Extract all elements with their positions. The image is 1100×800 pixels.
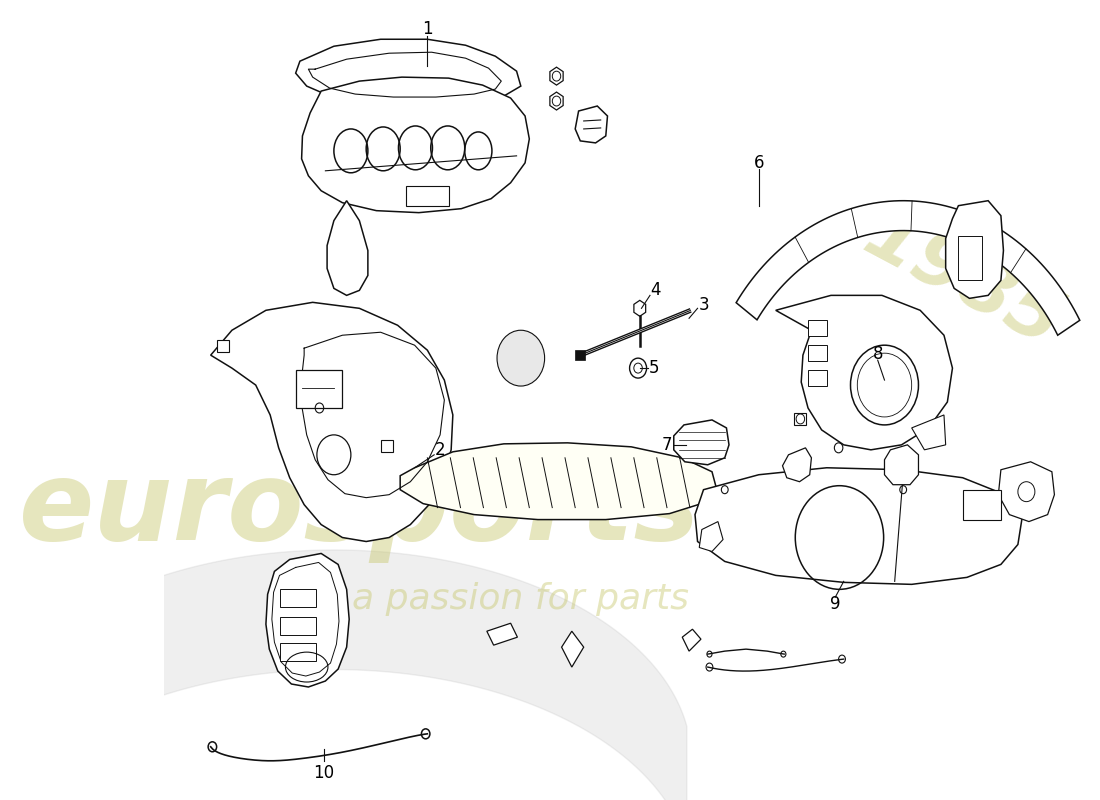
Polygon shape xyxy=(946,201,1003,298)
Text: a passion for parts: a passion for parts xyxy=(352,582,690,616)
Polygon shape xyxy=(682,630,701,651)
Text: 1: 1 xyxy=(422,20,432,38)
Polygon shape xyxy=(562,631,584,667)
FancyBboxPatch shape xyxy=(808,370,827,386)
Polygon shape xyxy=(296,39,520,104)
Polygon shape xyxy=(266,554,349,687)
Polygon shape xyxy=(912,415,946,450)
FancyBboxPatch shape xyxy=(575,350,585,360)
Text: 9: 9 xyxy=(830,595,840,614)
FancyBboxPatch shape xyxy=(958,235,982,281)
Polygon shape xyxy=(550,67,563,85)
FancyBboxPatch shape xyxy=(808,345,827,361)
Polygon shape xyxy=(736,201,1080,335)
Polygon shape xyxy=(999,462,1055,522)
Polygon shape xyxy=(327,201,367,295)
Polygon shape xyxy=(884,445,918,485)
FancyBboxPatch shape xyxy=(280,590,316,607)
FancyBboxPatch shape xyxy=(381,440,394,452)
Text: 8: 8 xyxy=(872,345,883,363)
Polygon shape xyxy=(634,300,646,316)
Polygon shape xyxy=(776,295,953,450)
Polygon shape xyxy=(782,448,812,482)
FancyBboxPatch shape xyxy=(808,320,827,336)
Polygon shape xyxy=(575,106,607,143)
Polygon shape xyxy=(674,420,729,465)
Text: 3: 3 xyxy=(698,296,710,314)
FancyBboxPatch shape xyxy=(296,370,342,408)
Polygon shape xyxy=(487,623,517,645)
Text: 6: 6 xyxy=(754,154,764,172)
FancyBboxPatch shape xyxy=(794,413,806,425)
Text: 1985: 1985 xyxy=(851,198,1074,363)
FancyBboxPatch shape xyxy=(217,340,229,352)
Text: 7: 7 xyxy=(662,436,672,454)
Text: eurosports: eurosports xyxy=(19,456,701,563)
Text: 2: 2 xyxy=(434,441,446,459)
Polygon shape xyxy=(550,92,563,110)
Circle shape xyxy=(497,330,544,386)
Polygon shape xyxy=(400,443,716,519)
FancyBboxPatch shape xyxy=(406,186,449,206)
Polygon shape xyxy=(211,302,453,542)
Text: 10: 10 xyxy=(314,764,334,782)
FancyBboxPatch shape xyxy=(280,643,316,661)
Text: 5: 5 xyxy=(649,359,660,377)
FancyBboxPatch shape xyxy=(962,490,1001,519)
Text: 4: 4 xyxy=(650,282,660,299)
Polygon shape xyxy=(301,77,529,213)
Polygon shape xyxy=(695,468,1022,584)
FancyBboxPatch shape xyxy=(280,618,316,635)
Polygon shape xyxy=(700,522,723,551)
